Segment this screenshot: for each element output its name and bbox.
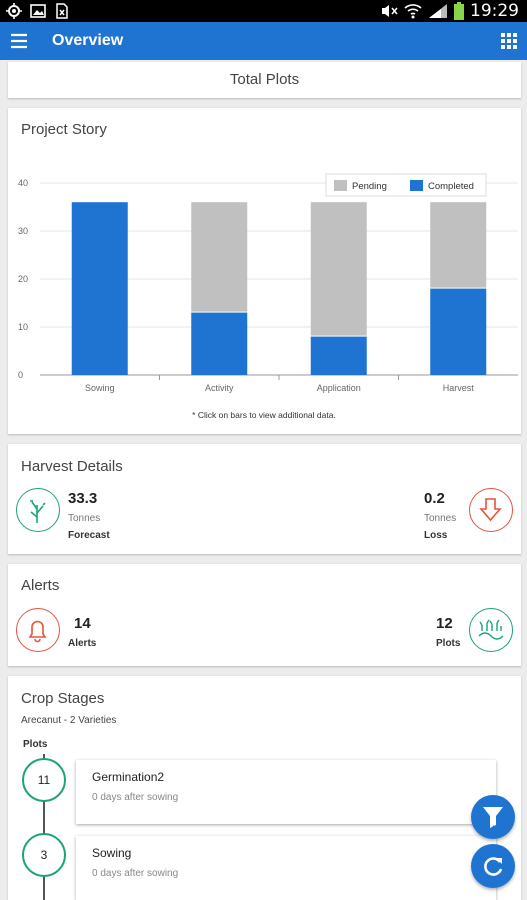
app-bar: Overview <box>0 22 527 60</box>
grid-icon[interactable] <box>501 33 517 49</box>
down-arrow-icon <box>469 488 513 532</box>
stage-card[interactable]: Sowing 0 days after sowing <box>76 836 496 900</box>
legend-label: Completed <box>428 181 474 192</box>
bar-pending <box>310 202 367 336</box>
bar-completed <box>310 336 367 375</box>
y-tick-label: 20 <box>18 274 28 284</box>
loss-label: Loss <box>424 530 448 541</box>
filter-icon <box>483 807 504 832</box>
legend-swatch <box>334 180 347 191</box>
y-tick-label: 40 <box>18 178 28 188</box>
bell-icon <box>16 608 60 652</box>
page-title: Overview <box>52 32 124 49</box>
x-tick-label: Harvest <box>443 383 475 393</box>
plots-header: Plots <box>23 739 48 750</box>
y-tick-label: 10 <box>18 322 28 332</box>
battery-icon <box>454 2 464 20</box>
image-icon <box>30 4 46 18</box>
wifi-icon <box>404 4 422 19</box>
alerts-label: Alerts <box>68 638 97 649</box>
plots-count: 12 <box>436 615 453 632</box>
timeline-line <box>43 754 45 900</box>
legend-label: Pending <box>352 181 387 192</box>
alerts-card: Alerts 14 Alerts 12 Plots <box>8 564 521 666</box>
stage-count-badge: 11 <box>22 758 66 802</box>
bar-completed <box>71 202 128 375</box>
forecast-value: 33.3 <box>68 490 98 507</box>
legend-swatch <box>410 180 423 191</box>
crop-stages-title: Crop Stages <box>21 690 105 707</box>
total-plots-label: Total Plots <box>229 71 300 88</box>
project-story-chart[interactable]: 0 10 20 30 40 Sowing Activity Application Harves… <box>8 108 521 434</box>
loss-value: 0.2 <box>424 490 445 507</box>
stage-name: Sowing <box>92 846 132 860</box>
loss-unit: Tonnes <box>424 513 457 524</box>
location-icon <box>6 3 22 19</box>
total-plots-card[interactable]: Total Plots <box>8 62 521 98</box>
alerts-count: 14 <box>74 615 91 632</box>
x-tick-label: Activity <box>205 383 234 393</box>
mute-icon <box>382 5 398 17</box>
crop-icon <box>16 488 60 532</box>
harvest-details-card: Harvest Details 33.3 Tonnes Forecast 0.2… <box>8 444 521 554</box>
project-story-title: Project Story <box>21 121 107 138</box>
chart-footnote: * Click on bars to view additional data. <box>192 410 336 420</box>
plots-label: Plots <box>436 638 461 649</box>
refresh-fab[interactable] <box>471 844 515 888</box>
stage-card[interactable]: Germination2 0 days after sowing <box>76 760 496 824</box>
stage-count-badge: 3 <box>22 833 66 877</box>
project-story-card: Project Story 0 10 20 30 40 Sowing Activity App… <box>8 108 521 434</box>
chart-legend <box>325 173 487 197</box>
hamburger-icon[interactable] <box>10 32 28 50</box>
stage-name: Germination2 <box>92 770 165 784</box>
filter-fab[interactable] <box>471 795 515 839</box>
bar-completed <box>430 288 487 375</box>
bar-pending <box>430 202 487 288</box>
x-tick-label: Sowing <box>85 383 115 393</box>
clock: 19:29 <box>470 1 519 21</box>
signal-icon <box>429 4 447 18</box>
stage-sub: 0 days after sowing <box>92 868 179 879</box>
bar-completed <box>191 312 248 375</box>
forecast-unit: Tonnes <box>68 513 101 524</box>
crop-stages-subtitle: Arecanut - 2 Varieties <box>21 715 117 726</box>
alerts-title: Alerts <box>21 577 60 594</box>
y-tick-label: 30 <box>18 226 28 236</box>
field-icon <box>469 608 513 652</box>
status-bar: 19:29 <box>0 0 527 22</box>
crop-stages-card: Crop Stages Arecanut - 2 Varieties Plots… <box>8 676 521 900</box>
stage-sub: 0 days after sowing <box>92 792 179 803</box>
harvest-details-title: Harvest Details <box>21 458 123 475</box>
forecast-label: Forecast <box>68 530 110 541</box>
refresh-icon <box>484 857 503 876</box>
y-tick-label: 0 <box>18 370 23 380</box>
excel-icon <box>56 3 68 19</box>
x-tick-label: Application <box>317 383 361 393</box>
bar-pending <box>191 202 248 312</box>
